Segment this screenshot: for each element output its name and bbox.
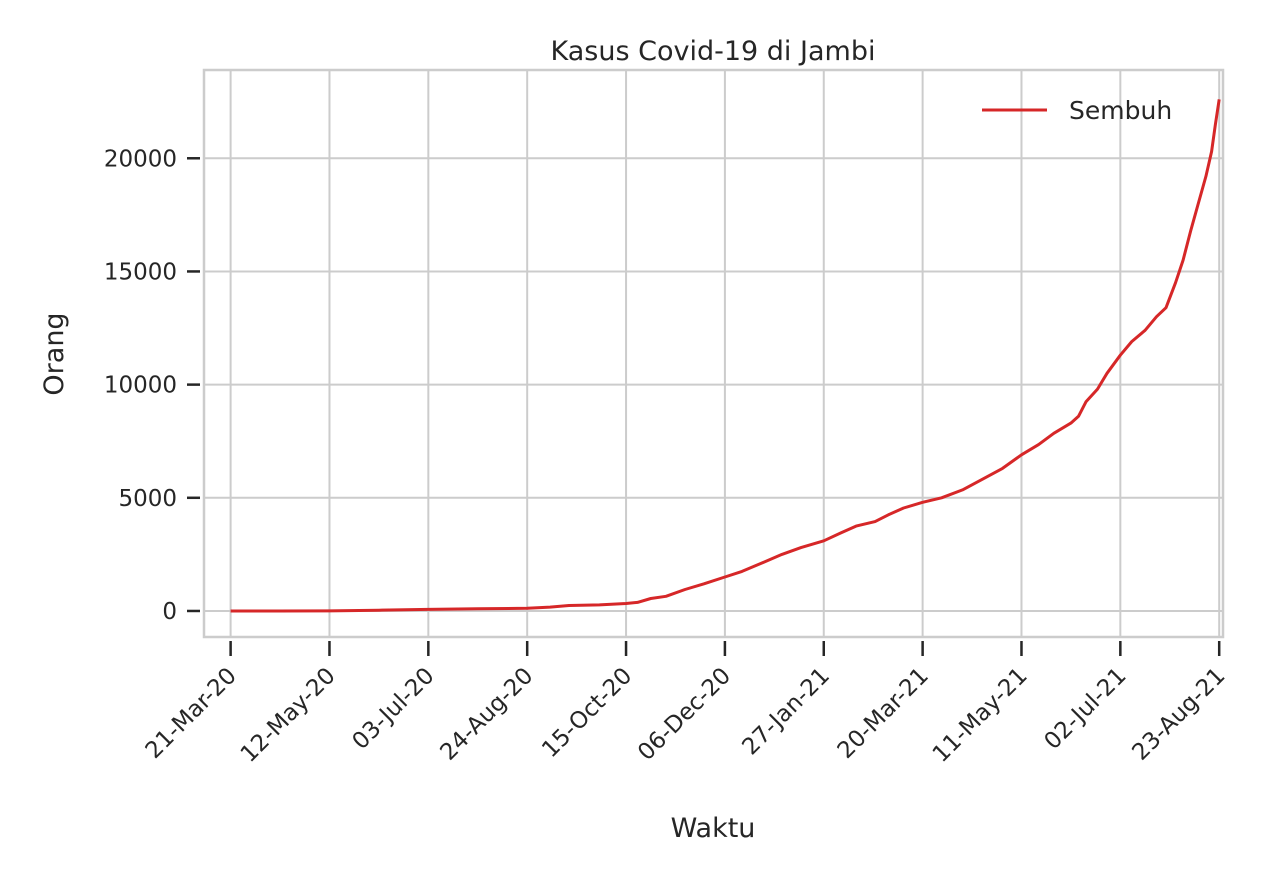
x-axis-title: Waktu — [671, 813, 756, 844]
x-tick-label: 20-Mar-21 — [833, 663, 934, 764]
plot-frame — [202, 68, 1225, 639]
legend-label-sembuh: Sembuh — [1069, 96, 1172, 125]
legend: Sembuh — [982, 96, 1172, 125]
plot-area — [202, 68, 1225, 639]
x-tick-label: 03-Jul-20 — [348, 663, 440, 755]
x-tick-label: 21-Mar-20 — [141, 663, 242, 764]
y-tick-label: 15000 — [104, 259, 177, 285]
x-tick-label: 27-Jan-21 — [738, 663, 835, 760]
y-tick-label: 20000 — [104, 146, 177, 172]
x-tick-label: 15-Oct-20 — [537, 663, 637, 763]
x-tick-label: 11-May-21 — [928, 663, 1033, 768]
y-tick-label: 5000 — [118, 486, 177, 512]
y-axis-title: Orang — [39, 312, 70, 395]
y-tick-label: 0 — [162, 599, 177, 625]
chart-title: Kasus Covid-19 di Jambi — [551, 36, 876, 67]
x-tick-label: 23-Aug-21 — [1128, 663, 1231, 766]
y-tick-label: 10000 — [104, 373, 177, 399]
x-tick-label: 24-Aug-20 — [436, 663, 539, 766]
x-tick-label: 06-Dec-20 — [633, 663, 736, 766]
series-line-sembuh — [230, 99, 1221, 613]
x-tick-label: 12-May-20 — [236, 663, 341, 768]
x-gridlines — [229, 70, 1221, 637]
y-axis-ticks: 0 5000 10000 15000 20000 — [104, 146, 200, 625]
x-tick-label: 02-Jul-21 — [1040, 663, 1132, 755]
